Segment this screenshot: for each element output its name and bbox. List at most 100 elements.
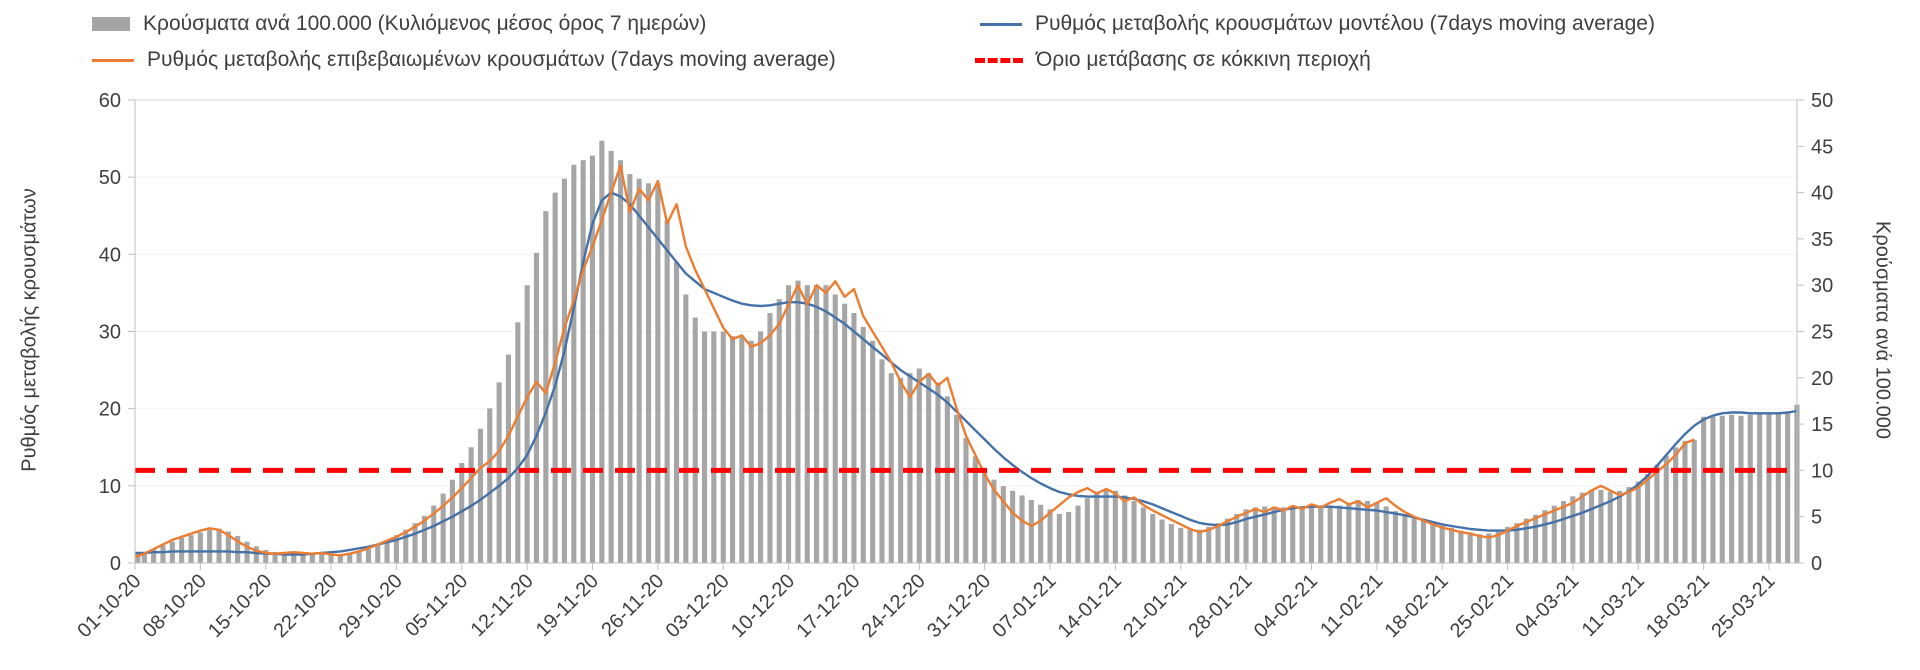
bar [1112, 490, 1118, 563]
bar [375, 545, 381, 563]
tick-label: 5 [1811, 507, 1822, 529]
bar [1729, 414, 1735, 563]
bar [1579, 492, 1585, 563]
tick-label: 29-10-20 [335, 570, 407, 642]
bar [1430, 523, 1436, 563]
bar [1785, 412, 1791, 563]
bar [1038, 504, 1044, 563]
confirmed-line-swatch-icon [92, 58, 134, 62]
bar [618, 160, 624, 563]
bar [1458, 530, 1464, 563]
tick-label: 50 [99, 167, 121, 189]
bar [440, 493, 446, 563]
bar [776, 299, 782, 563]
bar [814, 285, 820, 563]
bar-series-swatch-icon [92, 17, 130, 31]
bar [1234, 513, 1240, 563]
bar [328, 554, 334, 563]
tick-label: 08-10-20 [139, 570, 211, 642]
bar [1663, 455, 1669, 563]
bar [1682, 440, 1688, 563]
bar [253, 546, 259, 563]
bar [1262, 506, 1268, 563]
bar [702, 331, 708, 563]
tick-label: 21-01-21 [1119, 570, 1191, 642]
bar [1505, 526, 1511, 563]
bar [916, 368, 922, 563]
bar [300, 552, 306, 563]
bar [543, 211, 549, 563]
bar [711, 331, 717, 563]
bar [804, 285, 810, 563]
bar [1290, 507, 1296, 563]
tick-label: 05-11-20 [401, 570, 472, 641]
bar [1486, 533, 1492, 563]
tick-label: 60 [99, 90, 121, 112]
bar [954, 414, 960, 563]
bar [1775, 413, 1781, 563]
bar [160, 545, 166, 563]
bar [1533, 514, 1539, 563]
tick-label: 04-03-21 [1511, 570, 1583, 642]
bar [505, 354, 511, 563]
bar [627, 174, 633, 563]
bar [842, 303, 848, 563]
tick-label: 0 [110, 553, 121, 575]
bar [1047, 509, 1053, 563]
bar [860, 326, 866, 563]
bar [1738, 415, 1744, 563]
bar [655, 183, 661, 564]
bar [832, 294, 838, 563]
bar [1561, 501, 1567, 563]
tick-label: 20 [99, 399, 121, 421]
bar [963, 438, 969, 563]
tick-label: 12-11-20 [467, 570, 538, 641]
bar [1617, 490, 1623, 563]
bar [674, 262, 680, 563]
bar [561, 178, 567, 563]
bar [197, 532, 203, 563]
model-line [135, 191, 1798, 556]
threshold-dash-swatch-icon [975, 57, 1023, 63]
bar [1243, 509, 1249, 563]
bar [730, 336, 736, 563]
bar [1066, 512, 1072, 563]
bar [888, 373, 894, 563]
tick-label: 0 [1811, 553, 1822, 575]
bar [1654, 464, 1660, 563]
bar [664, 220, 670, 563]
bar [347, 553, 353, 563]
bar [879, 359, 885, 563]
tick-label: 14-01-21 [1054, 570, 1126, 642]
bar [1757, 413, 1763, 563]
model-line-swatch-icon [980, 22, 1022, 26]
tick-label: 10-12-20 [727, 570, 799, 642]
tick-label: 26-11-20 [597, 570, 668, 641]
bar [1168, 524, 1174, 563]
bar [1570, 496, 1576, 563]
bar [720, 331, 726, 563]
bar [739, 336, 745, 563]
tick-label: 10 [99, 476, 121, 498]
bar [431, 505, 437, 563]
bar [1411, 518, 1417, 563]
legend-label-threshold: Όριο μετάβασης σε κόκκινη περιοχή [1036, 48, 1371, 71]
bar [356, 551, 362, 563]
bar [449, 479, 455, 563]
legend-item-confirmed-line: Ρυθμός μεταβολής επιβεβαιωμένων κρουσμάτ… [92, 48, 836, 72]
bar [533, 252, 539, 564]
bar [1467, 532, 1473, 563]
bar [1028, 500, 1034, 563]
bar [515, 322, 521, 563]
bar [692, 317, 698, 563]
bar [1523, 518, 1529, 563]
bar [767, 313, 773, 563]
tick-label: 10 [1811, 460, 1833, 482]
bar [487, 408, 493, 563]
bar [524, 285, 530, 563]
bar [1719, 415, 1725, 563]
bar [608, 150, 614, 563]
tick-label: 45 [1811, 136, 1833, 158]
tick-label: 03-12-20 [662, 570, 734, 642]
tick-label: 25-02-21 [1446, 570, 1518, 642]
